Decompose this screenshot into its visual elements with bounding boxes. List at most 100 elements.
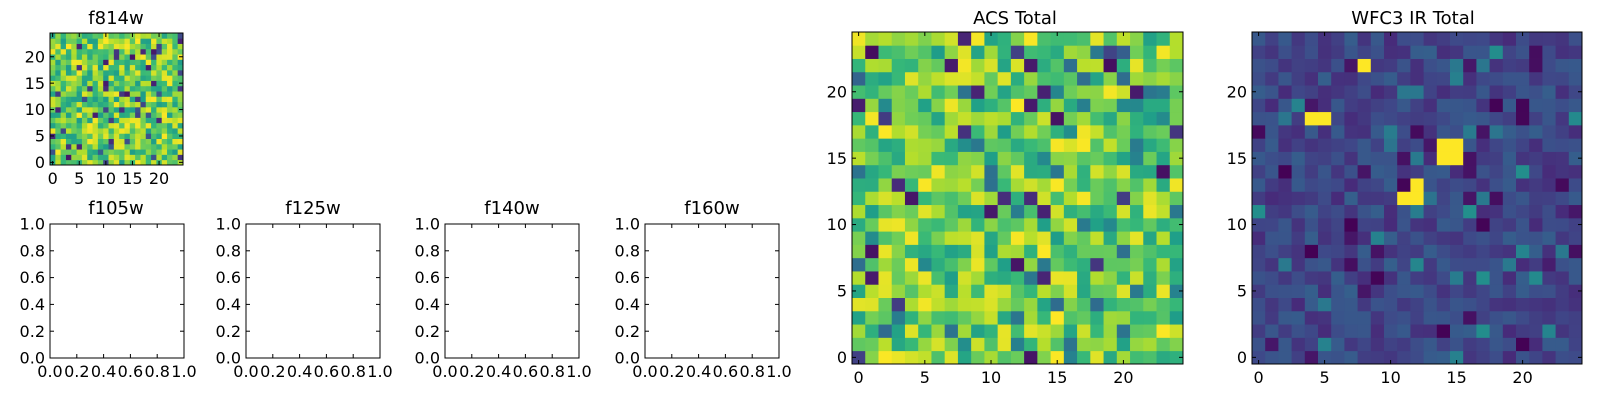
heatmap-cell bbox=[71, 64, 77, 71]
heatmap-cell bbox=[156, 112, 163, 118]
heatmap-cell bbox=[81, 101, 88, 108]
heatmap-cell bbox=[71, 133, 77, 139]
heatmap-cell bbox=[957, 217, 972, 232]
heatmap-cell bbox=[1502, 178, 1517, 192]
heatmap-cell bbox=[997, 324, 1012, 338]
heatmap-cell bbox=[1077, 191, 1091, 206]
heatmap-cell bbox=[865, 244, 879, 259]
heatmap-cell bbox=[92, 138, 99, 145]
heatmap-cell bbox=[167, 149, 173, 155]
heatmap-cell bbox=[1542, 111, 1556, 126]
heatmap-cell bbox=[1410, 204, 1424, 219]
y-tick-label: 0.6 bbox=[216, 268, 241, 287]
heatmap-cell bbox=[1116, 337, 1131, 352]
x-tick-label: 1.0 bbox=[171, 362, 196, 381]
heatmap-cell bbox=[1116, 71, 1131, 86]
heatmap-cell bbox=[71, 48, 77, 55]
heatmap-cell bbox=[1010, 217, 1025, 232]
heatmap-cell bbox=[92, 133, 99, 139]
heatmap-cell bbox=[60, 64, 67, 71]
heatmap-cell bbox=[76, 80, 83, 87]
heatmap-cell bbox=[1304, 191, 1319, 206]
heatmap-cell bbox=[852, 191, 866, 206]
heatmap-cell bbox=[103, 138, 109, 145]
heatmap-cell bbox=[76, 128, 83, 134]
heatmap-cell bbox=[1370, 45, 1385, 59]
heatmap-cell bbox=[931, 164, 946, 179]
heatmap-cell bbox=[1397, 151, 1411, 166]
heatmap-cell bbox=[1130, 151, 1144, 166]
heatmap-cell bbox=[124, 117, 131, 124]
heatmap-cell bbox=[1010, 85, 1025, 99]
heatmap-cell bbox=[1384, 45, 1398, 59]
heatmap-cell bbox=[1370, 58, 1385, 73]
heatmap-cell bbox=[1090, 350, 1104, 365]
heatmap-cell bbox=[1063, 271, 1078, 285]
heatmap-cell bbox=[1476, 204, 1490, 219]
heatmap-cell bbox=[1568, 164, 1583, 179]
heatmap-cell bbox=[971, 350, 985, 365]
heatmap-cell bbox=[60, 75, 67, 81]
heatmap-cell bbox=[971, 124, 985, 139]
heatmap-cell bbox=[76, 85, 83, 92]
heatmap-cell bbox=[97, 91, 104, 97]
heatmap-cell bbox=[944, 350, 959, 365]
heatmap-cell bbox=[1291, 178, 1306, 192]
heatmap-cell bbox=[129, 106, 136, 113]
x-tick-label: 0.6 bbox=[118, 362, 143, 381]
heatmap-cell bbox=[1397, 85, 1411, 99]
heatmap-cell bbox=[1318, 164, 1332, 179]
heatmap-cell bbox=[931, 124, 946, 139]
heatmap-cell bbox=[1489, 151, 1504, 166]
heatmap-cell bbox=[1265, 124, 1279, 139]
heatmap-cell bbox=[918, 98, 932, 113]
heatmap-cell bbox=[1568, 284, 1583, 298]
heatmap-cell bbox=[97, 128, 104, 134]
heatmap-cell bbox=[65, 59, 72, 66]
heatmap-cell bbox=[852, 151, 866, 166]
heatmap-cell bbox=[119, 154, 125, 161]
heatmap-cell bbox=[129, 85, 136, 92]
heatmap-cell bbox=[1423, 85, 1438, 99]
heatmap-cell bbox=[1357, 151, 1372, 166]
heatmap-cell bbox=[108, 59, 115, 66]
heatmap-cell bbox=[1169, 191, 1184, 206]
heatmap-cell bbox=[1024, 138, 1038, 152]
heatmap-cell bbox=[1423, 217, 1438, 232]
heatmap-cell bbox=[1344, 58, 1358, 73]
heatmap-cell bbox=[1516, 257, 1530, 272]
heatmap-cell bbox=[984, 244, 999, 259]
y-tick-label: 0.8 bbox=[216, 241, 241, 260]
heatmap-cell bbox=[1384, 191, 1398, 206]
heatmap-cell bbox=[1037, 32, 1051, 46]
heatmap-cell bbox=[1278, 98, 1292, 113]
heatmap-cell bbox=[76, 106, 83, 113]
heatmap-cell bbox=[1291, 257, 1306, 272]
heatmap-cell bbox=[1116, 244, 1131, 259]
heatmap-cell bbox=[1116, 164, 1131, 179]
heatmap-cell bbox=[1169, 310, 1184, 325]
heatmap-cell bbox=[129, 64, 136, 71]
heatmap-cell bbox=[50, 48, 56, 55]
heatmap-cell bbox=[865, 337, 879, 352]
heatmap-cell bbox=[167, 38, 173, 44]
heatmap-cell bbox=[124, 96, 131, 103]
heatmap-cell bbox=[1252, 85, 1266, 99]
axes-frame bbox=[644, 223, 780, 359]
heatmap-cell bbox=[1278, 124, 1292, 139]
heatmap-cell bbox=[997, 98, 1012, 113]
heatmap-cell bbox=[151, 117, 157, 124]
heatmap-cell bbox=[1037, 85, 1051, 99]
heatmap-cell bbox=[1278, 271, 1292, 285]
heatmap-cell bbox=[92, 38, 99, 44]
heatmap-cell bbox=[1304, 111, 1319, 126]
heatmap-cell bbox=[1529, 244, 1543, 259]
heatmap-cell bbox=[135, 101, 141, 108]
heatmap-cell bbox=[124, 43, 131, 50]
heatmap-cell bbox=[1291, 337, 1306, 352]
heatmap-cell bbox=[1423, 178, 1438, 192]
heatmap-cell bbox=[918, 164, 932, 179]
heatmap-cell bbox=[1489, 71, 1504, 86]
heatmap-cell bbox=[1010, 111, 1025, 126]
heatmap-cell bbox=[1143, 98, 1157, 113]
